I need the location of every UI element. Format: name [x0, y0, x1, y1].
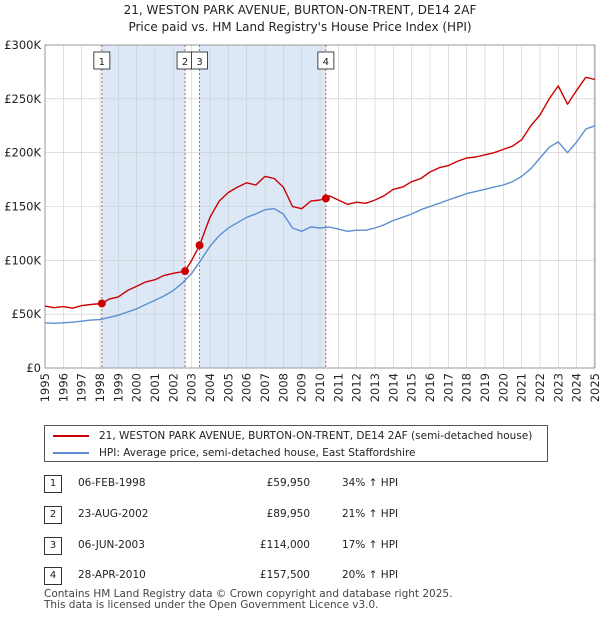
legend: 21, WESTON PARK AVENUE, BURTON-ON-TRENT,…: [44, 425, 548, 462]
hpi-line: [44, 125, 596, 324]
x-tick-label: 2019: [478, 373, 492, 402]
sale-point: [195, 241, 204, 250]
x-tick-label: 2018: [460, 373, 474, 402]
transaction-price: £59,950: [266, 477, 310, 489]
transaction-date: 06-FEB-1998: [78, 477, 146, 489]
transaction-label: 3: [196, 57, 202, 68]
legend-swatch-property: [53, 435, 89, 437]
transaction-date: 28-APR-2010: [78, 569, 146, 581]
legend-swatch-hpi: [53, 452, 89, 454]
transaction-delta: 17% ↑ HPI: [342, 539, 399, 551]
x-tick-label: 2024: [570, 373, 584, 402]
x-tick-label: 2021: [515, 373, 529, 402]
x-tick-label: 2014: [386, 373, 400, 402]
x-tick-label: 1995: [38, 373, 52, 402]
x-tick-label: 1996: [56, 373, 70, 402]
sale-point: [181, 267, 190, 276]
transaction-delta: 34% ↑ HPI: [342, 477, 399, 489]
x-tick-label: 1999: [111, 373, 125, 402]
x-tick-label: 2005: [221, 373, 235, 402]
x-tick-label: 2022: [533, 373, 547, 402]
x-tick-label: 2010: [313, 373, 327, 402]
x-tick-label: 2004: [203, 373, 217, 402]
legend-label-property: 21, WESTON PARK AVENUE, BURTON-ON-TRENT,…: [99, 430, 533, 442]
y-tick-label: £250K: [4, 92, 41, 106]
transaction-date: 23-AUG-2002: [78, 508, 149, 520]
transaction-label: 1: [99, 57, 105, 68]
legend-item-hpi: HPI: Average price, semi-detached house,…: [53, 445, 416, 461]
transaction-label: 4: [323, 57, 329, 68]
x-tick-label: 2001: [148, 373, 162, 402]
transaction-number: 3: [44, 537, 62, 555]
x-tick-label: 2020: [496, 373, 510, 402]
chart-subtitle: Price paid vs. HM Land Registry's House …: [128, 20, 471, 34]
plot-border: [44, 44, 596, 369]
sale-point: [321, 194, 330, 203]
footer-license: This data is licensed under the Open Gov…: [44, 599, 379, 611]
x-tick-label: 2008: [276, 373, 290, 402]
transaction-delta: 21% ↑ HPI: [342, 508, 399, 520]
sale-point: [97, 299, 106, 308]
y-tick-label: £50K: [12, 307, 42, 321]
x-tick-label: 1997: [75, 373, 89, 402]
x-tick-label: 2025: [588, 373, 600, 402]
footer: Contains HM Land Registry data © Crown c…: [44, 589, 452, 611]
transaction-price: £114,000: [259, 539, 310, 551]
transaction-date: 06-JUN-2003: [78, 539, 145, 551]
x-tick-label: 2009: [295, 373, 309, 402]
x-tick-label: 2016: [423, 373, 437, 402]
chart-title: 21, WESTON PARK AVENUE, BURTON-ON-TRENT,…: [124, 3, 477, 17]
transaction-delta: 20% ↑ HPI: [342, 569, 399, 581]
x-tick-label: 2006: [240, 373, 254, 402]
x-tick-label: 2011: [331, 373, 345, 402]
transaction-label-box: [317, 51, 335, 70]
y-tick-label: £300K: [4, 38, 41, 52]
x-tick-label: 2000: [130, 373, 144, 402]
transaction-label-box: [191, 51, 209, 70]
y-tick-label: £200K: [4, 146, 41, 160]
x-tick-label: 2012: [350, 373, 364, 402]
transaction-number: 2: [44, 506, 62, 524]
x-tick-label: 2007: [258, 373, 272, 402]
transaction-number: 4: [44, 567, 62, 585]
footer-copyright: Contains HM Land Registry data © Crown c…: [44, 588, 453, 600]
y-tick-label: £100K: [4, 253, 41, 267]
legend-label-hpi: HPI: Average price, semi-detached house,…: [99, 447, 416, 459]
y-tick-label: £150K: [4, 200, 41, 214]
transaction-price: £157,500: [259, 569, 310, 581]
transaction-price: £89,950: [266, 508, 310, 520]
x-tick-label: 2023: [551, 373, 565, 402]
legend-item-property: 21, WESTON PARK AVENUE, BURTON-ON-TRENT,…: [53, 428, 532, 444]
transaction-label-box: [93, 51, 111, 70]
transaction-number: 1: [44, 475, 62, 493]
x-tick-label: 2015: [405, 373, 419, 402]
transaction-label: 2: [182, 57, 188, 68]
x-tick-label: 2017: [441, 373, 455, 402]
x-tick-label: 2002: [166, 373, 180, 402]
x-tick-label: 2003: [185, 373, 199, 402]
chart: 21, WESTON PARK AVENUE, BURTON-ON-TRENT,…: [4, 3, 600, 402]
x-tick-label: 1998: [93, 373, 107, 402]
y-tick-label: £0: [26, 361, 41, 375]
x-tick-label: 2013: [368, 373, 382, 402]
